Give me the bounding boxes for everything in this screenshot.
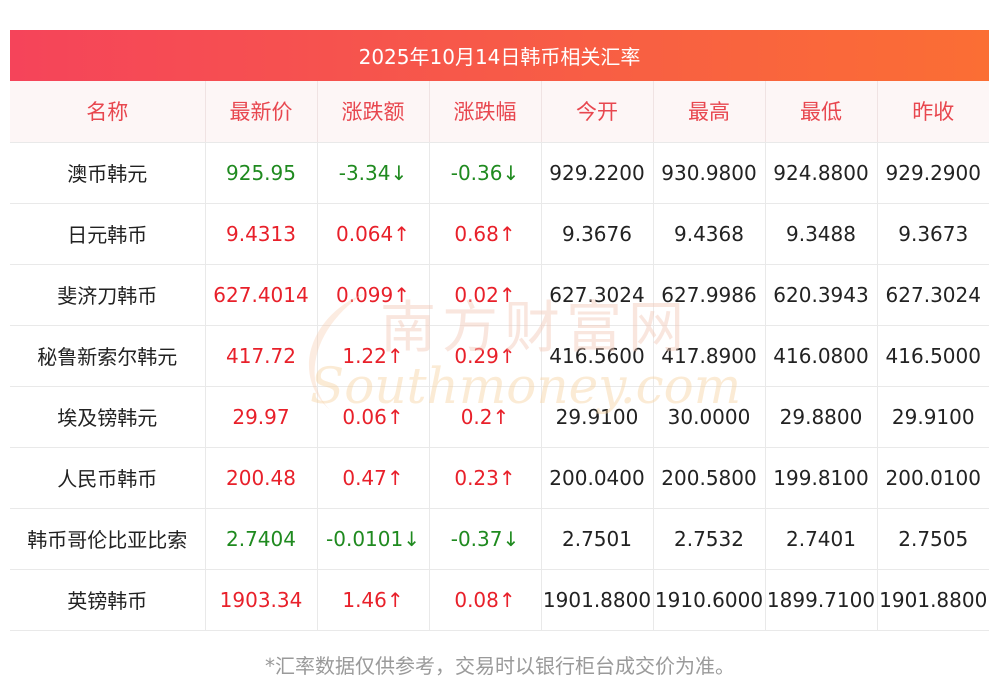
cell-open: 1901.8800 bbox=[541, 569, 654, 631]
cell-low: 416.0800 bbox=[765, 325, 878, 387]
cell-change: 0.064↑ bbox=[317, 203, 430, 265]
cell-high: 9.4368 bbox=[653, 203, 766, 265]
cell-change: -0.0101↓ bbox=[317, 508, 430, 570]
cell-high: 200.5800 bbox=[653, 447, 766, 509]
cell-change: 0.099↑ bbox=[317, 264, 430, 326]
table-row: 秘鲁新索尔韩元 417.72 1.22↑ 0.29↑ 416.5600 417.8900 4… bbox=[10, 325, 989, 387]
cell-high: 1910.6000 bbox=[653, 569, 766, 631]
table-row: 埃及镑韩元 29.97 0.06↑ 0.2↑ 29.9100 30.0000 29.8800… bbox=[10, 386, 989, 448]
cell-latest: 200.48 bbox=[205, 447, 318, 509]
cell-latest: 2.7404 bbox=[205, 508, 318, 570]
cell-name: 人民币韩币 bbox=[10, 447, 206, 509]
cell-high: 2.7532 bbox=[653, 508, 766, 570]
table-row: 英镑韩币 1903.34 1.46↑ 0.08↑ 1901.8800 1910.6000 1… bbox=[10, 569, 989, 631]
header-change-pct: 涨跌幅 bbox=[429, 81, 542, 143]
cell-change-pct: 0.08↑ bbox=[429, 569, 542, 631]
cell-prev-close: 2.7505 bbox=[877, 508, 989, 570]
cell-high: 30.0000 bbox=[653, 386, 766, 448]
cell-prev-close: 627.3024 bbox=[877, 264, 989, 326]
table-header-row: 名称 最新价 涨跌额 涨跌幅 今开 最高 最低 昨收 bbox=[10, 81, 989, 143]
table-row: 人民币韩币 200.48 0.47↑ 0.23↑ 200.0400 200.5800 199… bbox=[10, 447, 989, 509]
header-change: 涨跌额 bbox=[317, 81, 430, 143]
cell-open: 2.7501 bbox=[541, 508, 654, 570]
table-title: 2025年10月14日韩币相关汇率 bbox=[10, 30, 989, 81]
exchange-rate-table: 名称 最新价 涨跌额 涨跌幅 今开 最高 最低 昨收 澳币韩元 925.95 -3.… bbox=[10, 81, 989, 631]
cell-change: -3.34↓ bbox=[317, 142, 430, 204]
cell-prev-close: 9.3673 bbox=[877, 203, 989, 265]
header-low: 最低 bbox=[765, 81, 878, 143]
cell-open: 29.9100 bbox=[541, 386, 654, 448]
cell-change-pct: -0.36↓ bbox=[429, 142, 542, 204]
cell-prev-close: 1901.8800 bbox=[877, 569, 989, 631]
cell-latest: 417.72 bbox=[205, 325, 318, 387]
cell-change: 1.46↑ bbox=[317, 569, 430, 631]
cell-low: 199.8100 bbox=[765, 447, 878, 509]
cell-change: 0.06↑ bbox=[317, 386, 430, 448]
cell-low: 2.7401 bbox=[765, 508, 878, 570]
cell-name: 英镑韩币 bbox=[10, 569, 206, 631]
cell-latest: 29.97 bbox=[205, 386, 318, 448]
header-latest: 最新价 bbox=[205, 81, 318, 143]
cell-latest: 1903.34 bbox=[205, 569, 318, 631]
cell-open: 200.0400 bbox=[541, 447, 654, 509]
cell-high: 417.8900 bbox=[653, 325, 766, 387]
cell-open: 416.5600 bbox=[541, 325, 654, 387]
header-name: 名称 bbox=[10, 81, 206, 143]
cell-high: 930.9800 bbox=[653, 142, 766, 204]
exchange-rate-panel: 2025年10月14日韩币相关汇率 名称 最新价 涨跌额 涨跌幅 今开 最高 最… bbox=[10, 30, 989, 631]
cell-change-pct: -0.37↓ bbox=[429, 508, 542, 570]
cell-change: 1.22↑ bbox=[317, 325, 430, 387]
cell-name: 埃及镑韩元 bbox=[10, 386, 206, 448]
cell-latest: 627.4014 bbox=[205, 264, 318, 326]
cell-low: 924.8800 bbox=[765, 142, 878, 204]
cell-change-pct: 0.02↑ bbox=[429, 264, 542, 326]
cell-latest: 9.4313 bbox=[205, 203, 318, 265]
disclaimer-footnote: *汇率数据仅供参考，交易时以银行柜台成交价为准。 bbox=[265, 654, 735, 678]
table-row: 韩币哥伦比亚比索 2.7404 -0.0101↓ -0.37↓ 2.7501 2.7532… bbox=[10, 508, 989, 570]
cell-open: 9.3676 bbox=[541, 203, 654, 265]
cell-latest: 925.95 bbox=[205, 142, 318, 204]
cell-name: 韩币哥伦比亚比索 bbox=[10, 508, 206, 570]
cell-open: 627.3024 bbox=[541, 264, 654, 326]
cell-prev-close: 200.0100 bbox=[877, 447, 989, 509]
cell-name: 秘鲁新索尔韩元 bbox=[10, 325, 206, 387]
cell-open: 929.2200 bbox=[541, 142, 654, 204]
header-high: 最高 bbox=[653, 81, 766, 143]
cell-prev-close: 929.2900 bbox=[877, 142, 989, 204]
cell-name: 日元韩币 bbox=[10, 203, 206, 265]
cell-change: 0.47↑ bbox=[317, 447, 430, 509]
header-prev-close: 昨收 bbox=[877, 81, 989, 143]
cell-prev-close: 416.5000 bbox=[877, 325, 989, 387]
table-row: 斐济刀韩币 627.4014 0.099↑ 0.02↑ 627.3024 627.9986… bbox=[10, 264, 989, 326]
cell-low: 620.3943 bbox=[765, 264, 878, 326]
cell-change-pct: 0.23↑ bbox=[429, 447, 542, 509]
table-row: 澳币韩元 925.95 -3.34↓ -0.36↓ 929.2200 930.9800 92… bbox=[10, 142, 989, 204]
cell-change-pct: 0.2↑ bbox=[429, 386, 542, 448]
cell-low: 1899.7100 bbox=[765, 569, 878, 631]
cell-high: 627.9986 bbox=[653, 264, 766, 326]
cell-name: 澳币韩元 bbox=[10, 142, 206, 204]
cell-change-pct: 0.68↑ bbox=[429, 203, 542, 265]
cell-name: 斐济刀韩币 bbox=[10, 264, 206, 326]
header-open: 今开 bbox=[541, 81, 654, 143]
cell-low: 9.3488 bbox=[765, 203, 878, 265]
cell-change-pct: 0.29↑ bbox=[429, 325, 542, 387]
cell-low: 29.8800 bbox=[765, 386, 878, 448]
table-row: 日元韩币 9.4313 0.064↑ 0.68↑ 9.3676 9.4368 9.3488 9… bbox=[10, 203, 989, 265]
cell-prev-close: 29.9100 bbox=[877, 386, 989, 448]
